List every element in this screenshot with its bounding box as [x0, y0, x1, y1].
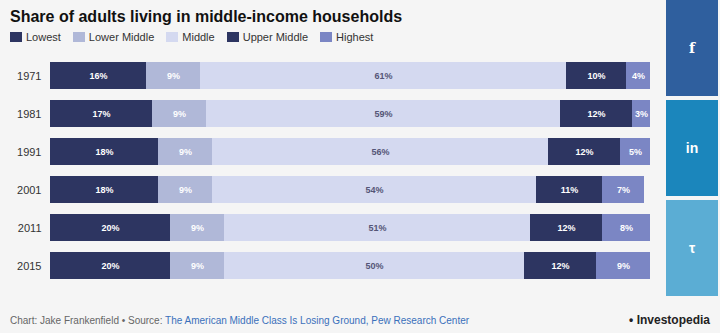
svg-text:20%: 20% [101, 261, 119, 271]
svg-text:2015: 2015 [17, 260, 41, 272]
svg-text:56%: 56% [371, 147, 389, 157]
svg-text:5%: 5% [629, 147, 642, 157]
svg-text:59%: 59% [374, 109, 392, 119]
svg-text:1991: 1991 [17, 146, 41, 158]
svg-text:9%: 9% [617, 261, 630, 271]
svg-text:9%: 9% [191, 223, 204, 233]
svg-text:12%: 12% [575, 147, 593, 157]
svg-text:16%: 16% [89, 71, 107, 81]
html-text:in: in [685, 140, 699, 156]
svg-text:50%: 50% [365, 261, 383, 271]
svg-text:51%: 51% [368, 223, 386, 233]
svg-text:18%: 18% [95, 147, 113, 157]
html-text:Middle: Middle [182, 31, 215, 43]
svg-text:54%: 54% [365, 185, 383, 195]
svg-text:20%: 20% [101, 223, 119, 233]
svg-text:10%: 10% [587, 71, 605, 81]
html-text:Upper Middle: Upper Middle [242, 31, 309, 43]
svg-text:9%: 9% [191, 261, 204, 271]
svg-text:17%: 17% [92, 109, 110, 119]
svg-text:9%: 9% [167, 71, 180, 81]
svg-text:9%: 9% [173, 109, 186, 119]
svg-text:12%: 12% [587, 109, 605, 119]
svg-text:3%: 3% [635, 109, 648, 119]
svg-text:18%: 18% [95, 185, 113, 195]
svg-text:2001: 2001 [17, 184, 41, 196]
svg-text:12%: 12% [551, 261, 569, 271]
html-text:Share of adults living in midd: Share of adults living in middle-income … [10, 8, 402, 25]
html-text:Chart: Jake Frankenfield • Sou: Chart: Jake Frankenfield • Source: The A… [10, 315, 470, 326]
svg-text:8%: 8% [620, 223, 633, 233]
svg-text:2011: 2011 [18, 222, 42, 234]
html-text:Highest: Highest [336, 31, 374, 43]
svg-text:1971: 1971 [17, 70, 41, 82]
svg-text:7%: 7% [617, 185, 630, 195]
html-text:τ: τ [688, 240, 696, 256]
svg-text:11%: 11% [561, 185, 579, 195]
html-text:f: f [689, 40, 695, 56]
svg-text:61%: 61% [374, 71, 392, 81]
html-text:• Investopedia: • Investopedia [629, 313, 710, 327]
svg-text:9%: 9% [179, 185, 192, 195]
html-text:Lower Middle: Lower Middle [88, 31, 155, 43]
svg-text:9%: 9% [179, 147, 192, 157]
svg-text:1981: 1981 [17, 108, 41, 120]
html-text:Lowest: Lowest [26, 31, 61, 43]
svg-text:12%: 12% [557, 223, 575, 233]
svg-text:4%: 4% [632, 71, 645, 81]
